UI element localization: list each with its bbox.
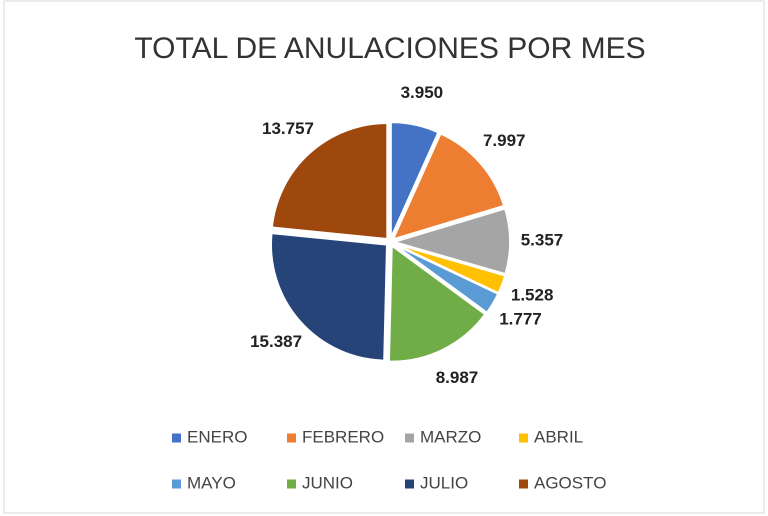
legend-label: FEBRERO: [302, 427, 384, 446]
legend-label: MARZO: [420, 427, 481, 446]
legend-swatch: [287, 433, 296, 443]
pie-slice: [390, 207, 511, 276]
data-label: 1.777: [499, 309, 542, 328]
data-label: 8.987: [436, 368, 479, 387]
legend-label: ABRIL: [534, 427, 583, 446]
legend-swatch: [519, 479, 528, 489]
legend-swatch: [519, 433, 528, 443]
pie-slice: [270, 122, 389, 241]
legend-swatch: [405, 479, 414, 489]
legend-swatch: [287, 479, 296, 489]
data-label: 1.528: [511, 285, 554, 304]
legend-label: JUNIO: [302, 473, 353, 492]
legend-swatch: [405, 433, 414, 443]
legend-swatch: [172, 433, 181, 443]
pie-slice: [270, 232, 389, 362]
legend-label: MAYO: [187, 473, 236, 492]
chart-title: TOTAL DE ANULACIONES POR MES: [134, 32, 645, 65]
legend-label: AGOSTO: [534, 473, 606, 492]
pie-slice: [389, 121, 440, 239]
data-label: 3.950: [401, 83, 444, 102]
pie-slice: [392, 243, 500, 315]
legend-swatch: [172, 479, 181, 489]
data-label: 5.357: [521, 231, 564, 250]
legend-label: ENERO: [187, 427, 247, 446]
data-label: 15.387: [250, 332, 302, 351]
pie-slice: [387, 243, 487, 363]
pie-slice: [391, 132, 506, 241]
legend-label: JULIO: [420, 473, 468, 492]
data-label: 7.997: [483, 131, 526, 150]
data-label: 13.757: [262, 119, 314, 138]
